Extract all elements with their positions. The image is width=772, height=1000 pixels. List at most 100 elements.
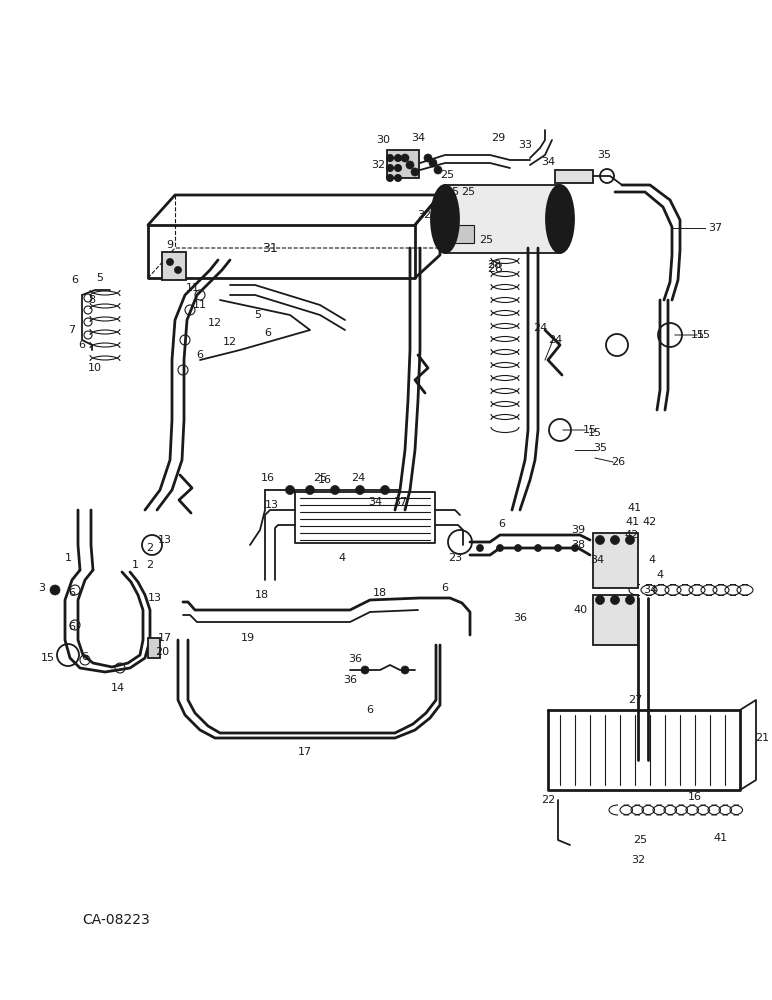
Bar: [445, 185, 560, 253]
Text: 35: 35: [593, 443, 607, 453]
Text: 16: 16: [318, 475, 332, 485]
Text: 11: 11: [193, 300, 207, 310]
Text: 25: 25: [461, 187, 475, 197]
Text: 25: 25: [479, 235, 493, 245]
Text: 4: 4: [338, 553, 346, 563]
Circle shape: [50, 585, 60, 595]
Circle shape: [387, 164, 394, 172]
Circle shape: [394, 154, 401, 161]
Text: 13: 13: [265, 500, 279, 510]
Text: 40: 40: [573, 605, 587, 615]
Text: 13: 13: [158, 535, 172, 545]
Text: 12: 12: [208, 318, 222, 328]
Text: 36: 36: [343, 675, 357, 685]
Text: 6: 6: [69, 588, 76, 598]
Text: 12: 12: [223, 337, 237, 347]
Circle shape: [175, 267, 181, 273]
Circle shape: [411, 168, 419, 176]
Circle shape: [381, 486, 390, 494]
Circle shape: [361, 666, 369, 674]
Text: 5: 5: [255, 310, 262, 320]
Text: 41: 41: [713, 833, 727, 843]
Text: 20: 20: [155, 647, 169, 657]
Text: 17: 17: [158, 633, 172, 643]
Text: 25: 25: [633, 835, 647, 845]
Text: 9: 9: [167, 240, 174, 250]
Text: 36: 36: [513, 613, 527, 623]
Circle shape: [306, 486, 314, 494]
Bar: [593, 595, 638, 645]
Text: 16: 16: [261, 473, 275, 483]
Text: 32: 32: [631, 855, 645, 865]
Text: 34: 34: [643, 585, 657, 595]
Text: 6: 6: [79, 340, 86, 350]
Text: 31: 31: [262, 241, 278, 254]
Text: 33: 33: [518, 140, 532, 150]
Text: 8: 8: [89, 295, 96, 305]
Text: 15: 15: [697, 330, 711, 340]
Text: 2: 2: [147, 543, 154, 553]
Circle shape: [387, 154, 394, 161]
Text: 28: 28: [487, 261, 503, 274]
Text: 30: 30: [376, 135, 390, 145]
Circle shape: [355, 486, 364, 494]
Text: 42: 42: [625, 530, 639, 540]
Text: 25: 25: [445, 187, 459, 197]
Circle shape: [625, 595, 635, 604]
Text: 41: 41: [625, 517, 639, 527]
Text: 18: 18: [255, 590, 269, 600]
Circle shape: [424, 154, 432, 162]
Text: 6: 6: [197, 350, 204, 360]
Text: 4: 4: [656, 570, 664, 580]
Circle shape: [534, 544, 541, 552]
Text: 6: 6: [367, 705, 374, 715]
Text: 22: 22: [541, 795, 555, 805]
Circle shape: [387, 174, 394, 182]
Circle shape: [330, 486, 340, 494]
Circle shape: [167, 259, 173, 265]
Text: 34: 34: [590, 555, 604, 565]
Text: 25: 25: [440, 170, 454, 180]
Text: 5: 5: [96, 273, 103, 283]
Text: 41: 41: [628, 503, 642, 513]
Text: 6: 6: [69, 622, 76, 632]
Text: 6: 6: [442, 583, 449, 593]
Text: 3: 3: [39, 583, 46, 593]
Bar: [387, 150, 419, 178]
Text: 34: 34: [541, 157, 555, 167]
Text: 6: 6: [82, 652, 89, 662]
Text: 42: 42: [643, 517, 657, 527]
Circle shape: [406, 161, 414, 169]
Bar: [148, 638, 160, 658]
Text: 24: 24: [548, 335, 562, 345]
Text: 17: 17: [298, 747, 312, 757]
Text: 29: 29: [491, 133, 505, 143]
Text: 10: 10: [88, 363, 102, 373]
Text: 35: 35: [597, 150, 611, 160]
Circle shape: [401, 154, 409, 162]
Text: CA-08223: CA-08223: [82, 913, 150, 927]
Bar: [593, 533, 638, 588]
Bar: [555, 170, 593, 183]
Circle shape: [286, 486, 294, 494]
Circle shape: [394, 174, 401, 182]
Text: 6: 6: [72, 275, 79, 285]
Text: 6: 6: [499, 519, 506, 529]
Text: 15: 15: [41, 653, 55, 663]
Text: 39: 39: [571, 525, 585, 535]
Circle shape: [394, 164, 401, 172]
Text: 16: 16: [688, 792, 702, 802]
Text: 13: 13: [148, 593, 162, 603]
Ellipse shape: [546, 185, 574, 253]
Bar: [452, 225, 474, 243]
Text: 6: 6: [265, 328, 272, 338]
Text: 14: 14: [111, 683, 125, 693]
Circle shape: [496, 544, 503, 552]
Text: 36: 36: [348, 654, 362, 664]
Text: 37: 37: [708, 223, 722, 233]
Text: 19: 19: [241, 633, 255, 643]
Text: 26: 26: [611, 457, 625, 467]
Text: 15: 15: [588, 428, 602, 438]
Text: 15: 15: [583, 425, 597, 435]
Circle shape: [434, 166, 442, 174]
